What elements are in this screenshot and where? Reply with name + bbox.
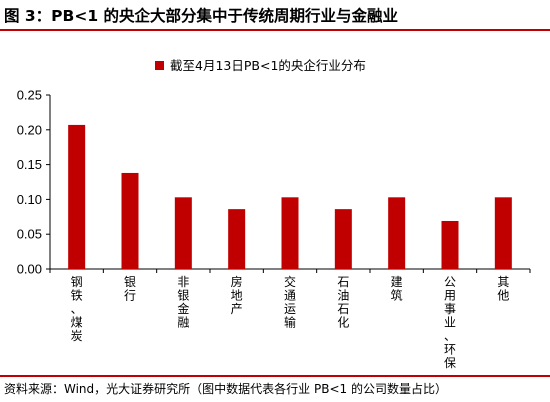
bar [388,197,406,269]
bar [174,197,192,269]
x-tick-label: 其他 [497,275,509,303]
legend-swatch [155,61,164,70]
bar [494,197,512,269]
x-tick-label: 银行 [124,275,136,303]
y-tick-label: 0.00 [17,262,42,277]
footer-rule [0,375,550,377]
bar [334,209,352,269]
bar-chart: 截至4月13日PB<1的央企行业分布 0.00 0.05 0.10 0.15 0.20 0.… [17,58,531,370]
bar [281,197,299,269]
y-tick-label: 0.05 [17,227,42,242]
x-tick-label: 钢铁、煤炭 [71,275,83,343]
bar [121,172,139,269]
x-tick-label: 石油石化 [337,275,349,330]
x-tick-label: 非银金融 [177,275,189,330]
source-note: 资料来源：Wind，光大证券研究所（图中数据代表各行业 PB<1 的公司数量占比… [4,382,447,396]
y-tick-label: 0.10 [17,192,42,207]
x-tick-label: 建筑 [391,275,403,303]
y-tick-label: 0.25 [17,88,42,103]
chart-title: 图 3：PB<1 的央企大部分集中于传统周期行业与金融业 [4,7,399,25]
bar [68,124,86,269]
x-tick-label: 公用事业、环保 [444,275,456,370]
legend-label: 截至4月13日PB<1的央企行业分布 [170,58,366,73]
title-bar: 图 3：PB<1 的央企大部分集中于传统周期行业与金融业 [0,0,550,31]
y-tick-label: 0.20 [17,122,42,137]
y-tick-label: 0.15 [17,157,42,172]
bar [441,220,459,269]
x-tick-label: 交通运输 [284,274,296,330]
title-rule [0,29,550,31]
bar [228,209,246,269]
x-tick-label: 房地产 [231,274,243,316]
